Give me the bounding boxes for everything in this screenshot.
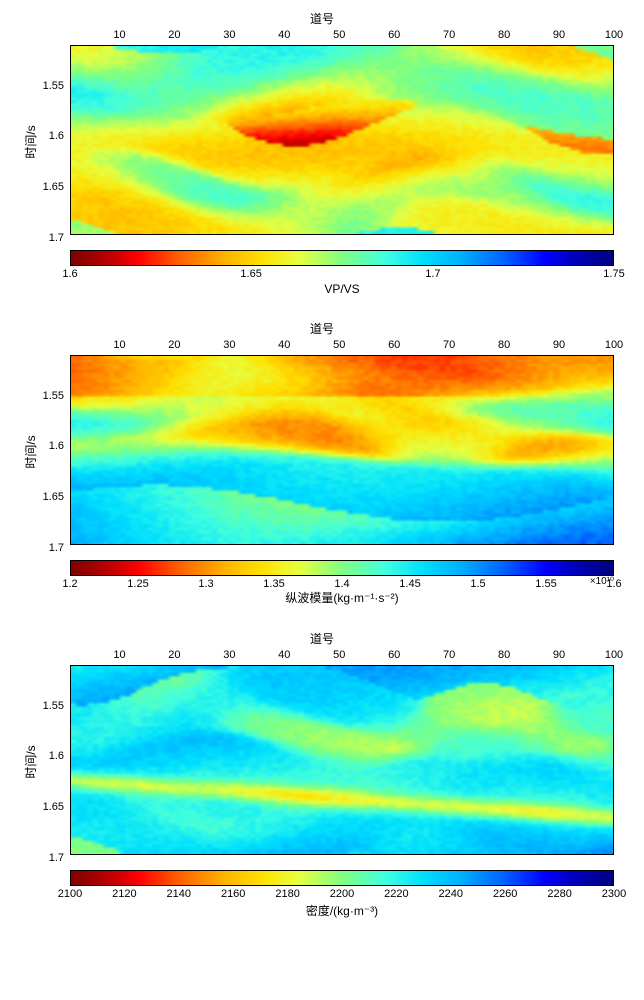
colorbar-tick: 2220 [384,888,408,900]
plot-frame: 1020304050607080901001.551.61.651.7时间/s [70,29,614,238]
seismic-panel-0: 道号1020304050607080901001.551.61.651.7时间/… [10,10,634,296]
y-tick: 1.7 [49,852,64,864]
x-axis-ticks: 102030405060708090100 [70,649,614,665]
colorbar-tick: 1.4 [334,578,349,590]
heatmap-wrap: 1.551.61.651.7时间/s [70,45,614,238]
x-tick: 80 [498,649,510,661]
x-axis-ticks: 102030405060708090100 [70,339,614,355]
heatmap [70,665,614,855]
colorbar-ticks: 2100212021402160218022002220224022602280… [70,886,614,900]
colorbar-ticks: 1.61.651.71.75 [70,266,614,280]
x-tick: 30 [223,339,235,351]
colorbar-label: 纵波模量(kg·m⁻¹·s⁻²) [70,589,614,606]
x-tick: 90 [553,29,565,41]
heatmap [70,45,614,235]
colorbar-tick: 1.6 [606,578,621,590]
heatmap-wrap: 1.551.61.651.7时间/s [70,665,614,858]
colorbar-tick: 1.2 [62,578,77,590]
x-axis-ticks: 102030405060708090100 [70,29,614,45]
colorbar [70,560,614,576]
heatmap-wrap: 1.551.61.651.7时间/s [70,355,614,548]
colorbar-block: 2100212021402160218022002220224022602280… [70,870,614,919]
x-tick: 60 [388,649,400,661]
colorbar-tick: 2180 [275,888,299,900]
x-tick: 60 [388,29,400,41]
seismic-panel-1: 道号1020304050607080901001.551.61.651.7时间/… [10,320,634,606]
x-tick: 50 [333,649,345,661]
x-tick: 20 [168,29,180,41]
colorbar-tick: 1.3 [198,578,213,590]
colorbar-tick: 1.5 [470,578,485,590]
y-tick: 1.6 [49,130,64,142]
x-tick: 20 [168,649,180,661]
x-tick: 40 [278,649,290,661]
colorbar-tick: 1.65 [240,268,261,280]
colorbar-block: 1.61.651.71.75VP/VS [70,250,614,296]
heatmap [70,355,614,545]
x-tick: 90 [553,649,565,661]
colorbar-tick: 2140 [167,888,191,900]
y-tick: 1.55 [43,700,64,712]
x-tick: 10 [113,649,125,661]
colorbar-tick: 2300 [602,888,626,900]
x-tick: 100 [605,339,623,351]
colorbar-tick: 2200 [330,888,354,900]
plot-frame: 1020304050607080901001.551.61.651.7时间/s [70,339,614,548]
x-tick: 70 [443,649,455,661]
y-tick: 1.65 [43,181,64,193]
colorbar-tick: 1.35 [263,578,284,590]
x-tick: 30 [223,649,235,661]
colorbar-tick: 2100 [58,888,82,900]
colorbar-ticks: 1.21.251.31.351.41.451.51.551.6 [70,576,614,590]
colorbar-tick: 1.25 [127,578,148,590]
x-tick: 80 [498,339,510,351]
x-tick: 90 [553,339,565,351]
colorbar-tick: 2160 [221,888,245,900]
colorbar-tick: 2120 [112,888,136,900]
x-tick: 30 [223,29,235,41]
y-tick: 1.7 [49,232,64,244]
panel-title: 道号 [10,10,634,27]
colorbar-label: 密度/(kg·m⁻³) [70,902,614,919]
x-tick: 80 [498,29,510,41]
colorbar-tick: 2280 [547,888,571,900]
colorbar-label: VP/VS [70,282,614,296]
colorbar-block: 1.21.251.31.351.41.451.51.551.6×10¹⁰纵波模量… [70,560,614,606]
x-tick: 10 [113,29,125,41]
y-axis-label: 时间/s [22,125,39,158]
x-tick: 70 [443,29,455,41]
panel-title: 道号 [10,320,634,337]
colorbar [70,870,614,886]
colorbar-tick: 1.7 [425,268,440,280]
colorbar-tick: 2240 [439,888,463,900]
y-axis-label: 时间/s [22,435,39,468]
y-tick: 1.65 [43,491,64,503]
colorbar-tick: 1.75 [603,268,624,280]
y-tick: 1.55 [43,80,64,92]
x-tick: 50 [333,29,345,41]
colorbar [70,250,614,266]
x-tick: 40 [278,29,290,41]
x-tick: 20 [168,339,180,351]
colorbar-tick: 1.45 [399,578,420,590]
x-tick: 100 [605,649,623,661]
x-tick: 70 [443,339,455,351]
x-tick: 60 [388,339,400,351]
x-tick: 10 [113,339,125,351]
y-tick: 1.55 [43,390,64,402]
x-tick: 100 [605,29,623,41]
colorbar-tick: 1.6 [62,268,77,280]
x-tick: 40 [278,339,290,351]
y-tick: 1.6 [49,440,64,452]
y-tick: 1.65 [43,801,64,813]
x-tick: 50 [333,339,345,351]
y-tick: 1.7 [49,542,64,554]
y-axis-label: 时间/s [22,745,39,778]
y-tick: 1.6 [49,750,64,762]
seismic-panel-2: 道号1020304050607080901001.551.61.651.7时间/… [10,630,634,919]
colorbar-tick: 2260 [493,888,517,900]
panel-title: 道号 [10,630,634,647]
plot-frame: 1020304050607080901001.551.61.651.7时间/s [70,649,614,858]
colorbar-tick: 1.55 [535,578,556,590]
